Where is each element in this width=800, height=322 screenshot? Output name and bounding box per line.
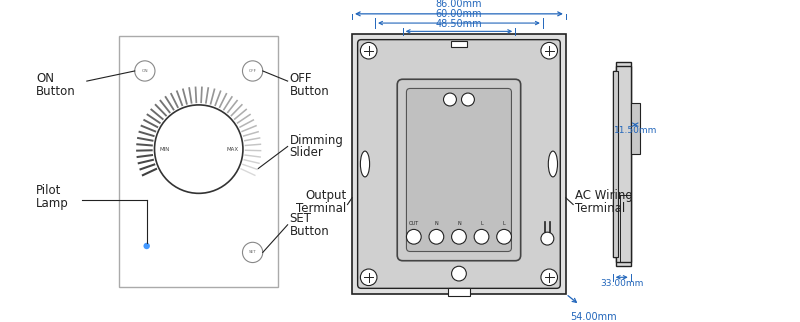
- Text: N: N: [434, 221, 438, 226]
- Text: AC Wiring: AC Wiring: [575, 189, 633, 202]
- Ellipse shape: [548, 151, 558, 177]
- Text: Button: Button: [290, 85, 330, 98]
- Bar: [448, 289, 470, 296]
- Circle shape: [242, 61, 262, 81]
- Text: Output: Output: [306, 189, 346, 202]
- Text: Terminal: Terminal: [296, 202, 346, 215]
- Circle shape: [143, 243, 150, 249]
- Circle shape: [497, 229, 511, 244]
- FancyBboxPatch shape: [398, 79, 521, 261]
- Circle shape: [406, 229, 421, 244]
- FancyBboxPatch shape: [406, 89, 511, 251]
- Text: L: L: [502, 221, 506, 226]
- Text: SET: SET: [290, 212, 311, 225]
- Text: Lamp: Lamp: [36, 197, 69, 210]
- Text: 60.00mm: 60.00mm: [436, 9, 482, 19]
- Text: Terminal: Terminal: [575, 202, 626, 215]
- Text: Button: Button: [36, 85, 76, 98]
- Circle shape: [429, 229, 444, 244]
- Circle shape: [451, 229, 466, 244]
- Text: 48.50mm: 48.50mm: [436, 19, 482, 29]
- FancyBboxPatch shape: [358, 40, 560, 289]
- Bar: [450, 42, 467, 47]
- Text: SET: SET: [249, 251, 257, 254]
- Circle shape: [541, 43, 558, 59]
- Circle shape: [443, 93, 457, 106]
- Text: 11.50mm: 11.50mm: [614, 127, 657, 136]
- Circle shape: [541, 232, 554, 245]
- Circle shape: [462, 93, 474, 106]
- Bar: [617, 62, 630, 266]
- Bar: [613, 71, 618, 257]
- Text: Dimming: Dimming: [290, 134, 343, 147]
- Circle shape: [360, 43, 377, 59]
- Text: ON: ON: [142, 69, 148, 73]
- Circle shape: [134, 61, 155, 81]
- Text: 33.00mm: 33.00mm: [600, 279, 643, 288]
- Text: Slider: Slider: [290, 147, 323, 159]
- Circle shape: [541, 269, 558, 286]
- Circle shape: [242, 242, 262, 262]
- Bar: [119, 36, 278, 288]
- Polygon shape: [613, 66, 630, 262]
- Text: N: N: [457, 221, 461, 226]
- Bar: [630, 103, 640, 154]
- Text: 54.00mm: 54.00mm: [570, 312, 617, 322]
- Text: MAX: MAX: [226, 147, 238, 152]
- Text: OFF: OFF: [249, 69, 257, 73]
- Text: Button: Button: [290, 225, 330, 238]
- Circle shape: [154, 105, 243, 193]
- Circle shape: [474, 229, 489, 244]
- Text: OFF: OFF: [290, 72, 312, 85]
- Circle shape: [360, 269, 377, 286]
- Text: OUT: OUT: [409, 221, 419, 226]
- Circle shape: [451, 266, 466, 281]
- Text: L: L: [480, 221, 483, 226]
- Bar: [352, 34, 566, 294]
- Text: Pilot: Pilot: [36, 184, 62, 197]
- Text: ON: ON: [36, 72, 54, 85]
- Text: 86.00mm: 86.00mm: [436, 0, 482, 9]
- Ellipse shape: [360, 151, 370, 177]
- Text: MIN: MIN: [159, 147, 170, 152]
